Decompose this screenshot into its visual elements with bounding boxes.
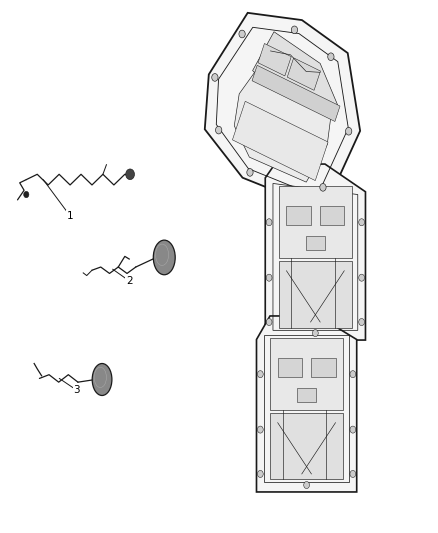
Circle shape <box>346 127 352 135</box>
FancyBboxPatch shape <box>279 261 352 328</box>
Polygon shape <box>234 72 331 182</box>
Polygon shape <box>265 164 365 340</box>
Polygon shape <box>253 32 338 117</box>
Circle shape <box>266 219 272 226</box>
Circle shape <box>266 274 272 281</box>
FancyBboxPatch shape <box>320 206 344 225</box>
FancyBboxPatch shape <box>306 236 325 250</box>
Polygon shape <box>287 58 321 90</box>
FancyBboxPatch shape <box>270 413 343 480</box>
Circle shape <box>359 274 364 281</box>
Circle shape <box>258 471 263 478</box>
FancyBboxPatch shape <box>311 358 336 377</box>
FancyBboxPatch shape <box>286 206 311 225</box>
Polygon shape <box>233 101 328 181</box>
Circle shape <box>350 471 356 478</box>
Circle shape <box>215 126 222 134</box>
Circle shape <box>320 183 326 191</box>
FancyBboxPatch shape <box>279 186 352 259</box>
Circle shape <box>328 53 334 61</box>
Ellipse shape <box>92 364 112 395</box>
FancyBboxPatch shape <box>270 338 343 410</box>
Ellipse shape <box>153 240 175 274</box>
Circle shape <box>258 426 263 433</box>
Circle shape <box>239 30 245 38</box>
Text: 3: 3 <box>73 385 80 395</box>
Text: 2: 2 <box>126 276 133 286</box>
Polygon shape <box>252 66 340 122</box>
Circle shape <box>126 169 134 180</box>
Circle shape <box>350 426 356 433</box>
Polygon shape <box>258 44 291 76</box>
Circle shape <box>304 481 310 489</box>
Text: 1: 1 <box>67 211 74 221</box>
Polygon shape <box>205 13 360 210</box>
FancyBboxPatch shape <box>297 388 316 402</box>
Circle shape <box>258 370 263 378</box>
Circle shape <box>350 370 356 378</box>
Circle shape <box>359 319 364 326</box>
Circle shape <box>212 74 218 81</box>
Circle shape <box>359 219 364 226</box>
Circle shape <box>291 26 297 34</box>
Circle shape <box>312 329 318 337</box>
Circle shape <box>24 191 29 198</box>
Polygon shape <box>257 316 357 492</box>
Circle shape <box>266 319 272 326</box>
Circle shape <box>247 168 253 176</box>
FancyBboxPatch shape <box>278 358 302 377</box>
